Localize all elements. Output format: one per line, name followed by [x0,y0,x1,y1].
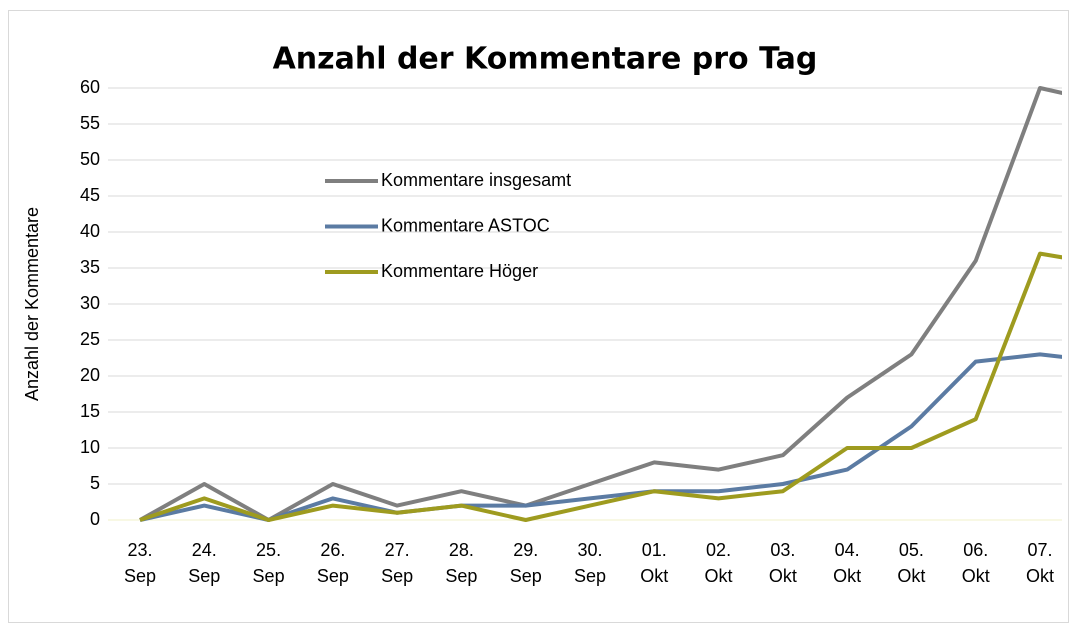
x-tick-label: 04. Okt [833,540,862,586]
y-tick-label: 5 [90,473,100,493]
x-tick-label: 07. Okt [1025,540,1054,586]
x-tick-label: 25. Sep [252,540,285,586]
y-tick-label: 45 [80,185,100,205]
y-tick-label: 30 [80,293,100,313]
x-tick-label: 24. Sep [188,540,221,586]
x-tick-label: 23. Sep [123,540,157,586]
y-tick-label: 10 [80,437,100,457]
y-tick-label: 15 [80,401,100,421]
chart-frame [8,10,1069,623]
x-tick-label: 03. Okt [768,540,797,586]
data-line [139,251,1062,522]
x-tick-label: 06. Okt [961,540,990,586]
y-tick-label: 40 [80,221,100,241]
y-tick-label: 55 [80,113,100,133]
x-tick-label: 01. Okt [640,540,669,586]
x-tick-label: 02. Okt [704,540,733,586]
legend-label: Kommentare insgesamt [381,170,571,190]
y-axis-label: Anzahl der Kommentare [22,207,42,401]
y-tick-label: 25 [80,329,100,349]
data-line [139,86,1062,522]
y-tick-label: 35 [80,257,100,277]
x-tick-label: 30. Sep [573,540,607,586]
legend-label: Kommentare ASTOC [381,215,550,235]
x-tick-label: 27. Sep [381,540,414,586]
x-tick-label: 29. Sep [509,540,542,586]
y-tick-label: 20 [80,365,100,385]
y-tick-label: 60 [80,77,100,97]
x-tick-label: 26. Sep [316,540,349,586]
y-tick-label: 50 [80,149,100,169]
legend-label: Kommentare Höger [381,261,538,281]
x-tick-label: 05. Okt [897,540,926,586]
y-tick-label: 0 [90,509,100,529]
data-line [139,352,1062,522]
x-tick-label: 28. Sep [445,540,478,586]
chart-title: Anzahl der Kommentare pro Tag [273,42,818,77]
